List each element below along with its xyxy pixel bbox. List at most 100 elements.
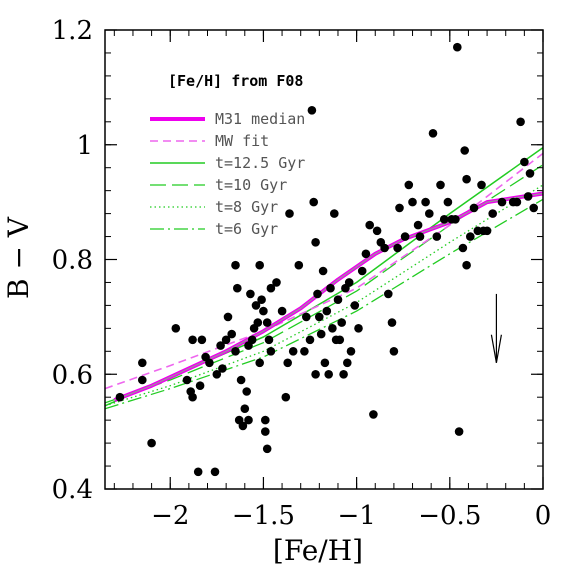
data-point [337,318,347,327]
data-point [305,335,315,345]
data-point [361,249,371,259]
legend: [Fe/H] from F08 M31 median MW fit t=12.5 G… [150,72,305,238]
ticks-layer: −2 −1.5 −1 −0.5 0 0.4 0.6 0.8 1 1.2 [52,16,552,531]
data-point [335,335,345,345]
legend-label: t=10 Gyr [215,176,287,194]
plot-border [104,29,544,490]
y-axis-label: B − V [2,216,35,299]
data-point [315,312,324,322]
data-point [188,335,197,345]
data-point [316,329,326,339]
data-point [233,283,242,293]
data-point [311,238,320,247]
data-point [115,392,125,402]
data-point [318,266,328,276]
data-point [261,427,270,436]
data-point [294,260,304,270]
data-point [138,375,147,385]
y-tick-label: 0.6 [52,360,93,390]
data-point [436,180,445,190]
data-point [138,358,147,368]
data-point [251,301,261,310]
data-point [343,358,352,368]
data-point [512,197,522,207]
data-point [257,295,266,305]
data-point [432,232,442,241]
data-point [458,243,468,253]
data-point [357,266,367,276]
curve-t12-5 [104,146,544,407]
data-point [453,42,462,52]
data-point [247,335,257,345]
data-point [443,197,453,207]
data-point [400,232,410,241]
data-point [240,404,250,414]
data-point [197,335,207,345]
legend-label: t=6 Gyr [215,220,278,238]
data-point [395,203,404,213]
data-point [205,358,214,368]
data-point [369,410,378,419]
data-point [365,220,375,230]
data-point [212,370,222,379]
data-point [182,375,192,385]
data-point [264,335,274,345]
data-point [223,312,233,322]
data-point [309,197,319,207]
data-point [354,324,363,333]
data-point [462,260,471,270]
data-point [262,444,272,454]
data-point [266,347,276,356]
data-point [421,197,430,207]
data-point [302,312,311,322]
data-point [451,215,460,224]
data-point [277,306,287,316]
x-tick-label: −0.5 [418,501,481,531]
data-point [326,283,335,293]
arrow-head [490,334,502,363]
data-point [428,129,438,138]
data-point [238,421,248,431]
data-point [244,415,253,425]
data-point [320,358,330,368]
data-point [261,415,270,425]
data-point [262,318,272,327]
data-point [488,209,498,218]
x-tick-label: −1 [337,501,375,531]
data-point [171,324,181,333]
y-tick-label: 1 [76,131,93,161]
data-point [389,347,399,356]
data-point [227,329,236,339]
data-point [313,289,322,299]
x-tick-label: 0 [535,501,552,531]
data-point [281,392,291,402]
data-point [147,438,156,448]
data-point [497,197,507,207]
legend-label: M31 median [215,110,305,128]
data-point [523,192,533,201]
data-point [393,243,402,253]
data-point [255,260,264,270]
data-point [525,169,535,178]
data-point [266,283,276,293]
data-point [384,289,393,299]
data-point [330,209,339,218]
x-tick-label: −2 [151,501,189,531]
data-point [255,358,264,368]
data-point [231,347,240,356]
data-point [482,226,492,236]
data-point [462,174,471,184]
data-point [236,375,246,385]
points-layer [115,42,538,477]
plot-frame [104,29,544,490]
data-point [460,146,470,155]
data-point [516,117,525,127]
data-point [246,289,255,299]
data-point [188,392,197,402]
data-point [404,180,414,190]
data-point [259,306,268,316]
curve-m31-median-core [114,192,544,401]
legend-title: [Fe/H] from F08 [168,72,303,90]
data-point [333,295,343,305]
data-point [372,226,382,236]
